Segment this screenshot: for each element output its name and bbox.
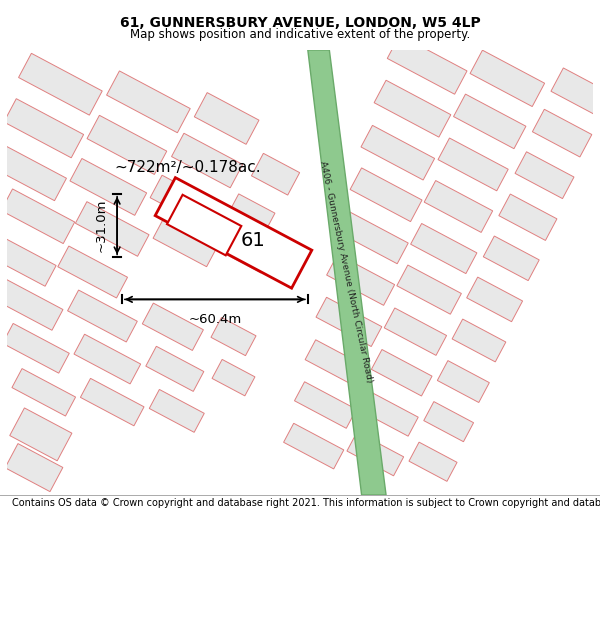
Text: ~60.4m: ~60.4m	[188, 313, 242, 326]
Text: Map shows position and indicative extent of the property.: Map shows position and indicative extent…	[130, 28, 470, 41]
Polygon shape	[149, 389, 204, 432]
Polygon shape	[424, 402, 473, 442]
Polygon shape	[226, 234, 272, 273]
Text: ~31.0m: ~31.0m	[94, 199, 107, 252]
Polygon shape	[470, 50, 545, 106]
Polygon shape	[211, 318, 256, 356]
Polygon shape	[350, 168, 422, 222]
Polygon shape	[0, 278, 63, 330]
Polygon shape	[361, 126, 434, 180]
Polygon shape	[326, 254, 395, 306]
Polygon shape	[452, 319, 506, 362]
Polygon shape	[532, 109, 592, 157]
Polygon shape	[295, 382, 356, 428]
Text: 61, GUNNERSBURY AVENUE, LONDON, W5 4LP: 61, GUNNERSBURY AVENUE, LONDON, W5 4LP	[119, 16, 481, 29]
Text: 61: 61	[241, 231, 265, 250]
Polygon shape	[153, 217, 218, 267]
Polygon shape	[155, 177, 312, 288]
Text: ~722m²/~0.178ac.: ~722m²/~0.178ac.	[114, 160, 261, 175]
Polygon shape	[483, 236, 539, 281]
Polygon shape	[515, 152, 574, 199]
Text: A406 - Gunnersbury Avenue (North Circular Road): A406 - Gunnersbury Avenue (North Circula…	[318, 161, 374, 384]
Polygon shape	[227, 194, 275, 235]
Polygon shape	[194, 92, 259, 144]
Polygon shape	[410, 224, 477, 274]
Polygon shape	[308, 50, 386, 495]
Polygon shape	[68, 290, 137, 342]
Polygon shape	[305, 340, 369, 388]
Polygon shape	[371, 349, 432, 396]
Polygon shape	[0, 234, 56, 286]
Polygon shape	[284, 423, 344, 469]
Polygon shape	[172, 133, 242, 188]
Polygon shape	[12, 369, 76, 416]
Polygon shape	[467, 277, 523, 322]
Polygon shape	[107, 71, 190, 132]
Polygon shape	[551, 68, 600, 114]
Polygon shape	[424, 181, 493, 232]
Polygon shape	[454, 94, 526, 149]
Polygon shape	[146, 346, 204, 391]
Polygon shape	[70, 159, 146, 216]
Polygon shape	[150, 175, 219, 228]
Polygon shape	[338, 212, 408, 264]
Polygon shape	[347, 432, 404, 476]
Polygon shape	[0, 144, 67, 201]
Polygon shape	[19, 53, 102, 115]
Polygon shape	[142, 303, 203, 351]
Polygon shape	[251, 153, 299, 195]
Polygon shape	[80, 378, 144, 426]
Polygon shape	[87, 115, 167, 174]
Text: Contains OS data © Crown copyright and database right 2021. This information is : Contains OS data © Crown copyright and d…	[12, 498, 600, 508]
Polygon shape	[212, 359, 255, 396]
Polygon shape	[167, 195, 241, 256]
Polygon shape	[360, 391, 418, 436]
Polygon shape	[10, 408, 72, 461]
Polygon shape	[384, 308, 446, 356]
Polygon shape	[5, 444, 63, 492]
Polygon shape	[4, 99, 83, 158]
Polygon shape	[58, 246, 128, 298]
Polygon shape	[397, 265, 461, 314]
Polygon shape	[374, 80, 451, 137]
Polygon shape	[409, 442, 457, 481]
Polygon shape	[437, 361, 490, 403]
Polygon shape	[316, 298, 382, 346]
Polygon shape	[387, 35, 467, 94]
Polygon shape	[438, 138, 508, 191]
Polygon shape	[499, 194, 557, 241]
Polygon shape	[76, 202, 149, 256]
Polygon shape	[1, 189, 75, 244]
Polygon shape	[2, 324, 69, 373]
Polygon shape	[74, 334, 140, 384]
